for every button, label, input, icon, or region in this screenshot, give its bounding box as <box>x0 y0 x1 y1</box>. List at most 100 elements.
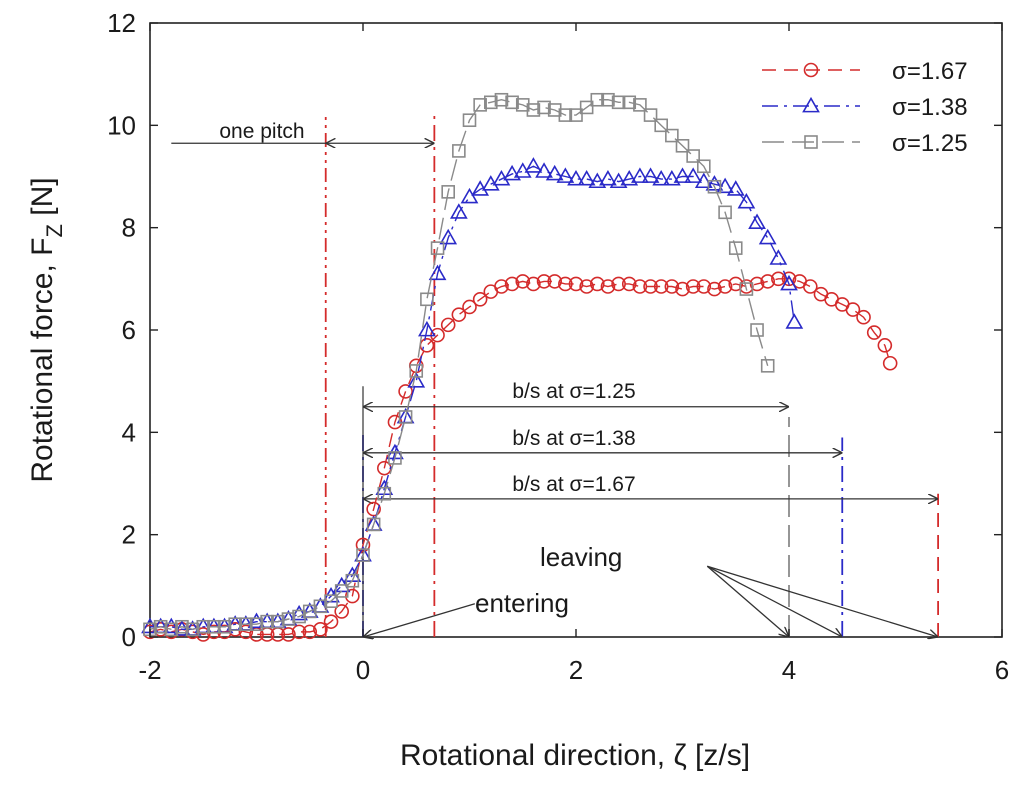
data-point <box>643 108 658 122</box>
x-tick-label: 4 <box>782 655 796 685</box>
data-point <box>504 276 520 292</box>
leaving-arrow <box>707 565 938 637</box>
data-point <box>760 359 775 373</box>
data-point <box>728 276 744 292</box>
data-point <box>449 203 468 219</box>
data-point <box>439 228 458 245</box>
data-point <box>684 167 703 183</box>
data-point <box>503 164 521 181</box>
data-point <box>609 172 628 189</box>
data-point <box>579 100 594 115</box>
data-point <box>524 157 543 173</box>
data-point <box>785 313 804 329</box>
data-point <box>739 282 754 296</box>
data-point <box>334 584 349 598</box>
data-point <box>162 617 181 634</box>
data-point <box>292 609 306 624</box>
data-point <box>217 619 232 634</box>
data-point <box>579 279 594 294</box>
data-point <box>153 619 168 634</box>
data-point <box>492 169 511 186</box>
series-line <box>150 165 796 631</box>
data-point <box>653 279 669 294</box>
data-point <box>631 167 649 183</box>
data-point <box>856 309 871 325</box>
data-point <box>290 604 308 621</box>
data-point <box>758 228 777 245</box>
data-point <box>270 614 285 629</box>
data-point <box>750 323 764 337</box>
span-label-sigma-1-25: b/s at σ=1.25 <box>512 380 635 403</box>
data-point <box>802 279 818 294</box>
data-point <box>686 149 700 163</box>
data-point <box>641 167 660 183</box>
data-point <box>728 241 743 255</box>
data-point <box>622 95 637 110</box>
data-point <box>239 617 253 632</box>
data-point <box>460 187 479 204</box>
data-point <box>600 279 616 294</box>
data-point <box>675 139 690 153</box>
data-point <box>643 279 658 294</box>
data-point <box>769 249 788 265</box>
data-point <box>419 338 435 353</box>
data-point <box>696 159 711 174</box>
data-point <box>547 103 562 117</box>
data-point <box>428 264 447 281</box>
data-point <box>845 302 861 317</box>
data-point <box>611 95 626 110</box>
data-point <box>675 281 690 297</box>
data-point <box>558 276 573 292</box>
x-tick-label: 0 <box>356 655 370 685</box>
data-point <box>664 279 680 294</box>
data-point <box>589 276 605 292</box>
data-point <box>462 299 477 315</box>
y-tick-label: 10 <box>107 110 136 140</box>
y-axis-title-subscript: Z <box>42 224 67 237</box>
data-point <box>866 325 882 340</box>
data-point <box>388 451 402 465</box>
data-point <box>173 620 191 636</box>
data-point <box>556 167 575 183</box>
data-point <box>366 517 381 532</box>
data-point <box>494 279 509 294</box>
data-point <box>260 614 274 629</box>
data-point <box>882 355 898 371</box>
data-point <box>323 614 339 629</box>
data-point <box>877 338 893 353</box>
data-point <box>377 486 392 501</box>
data-point <box>207 619 221 634</box>
data-point <box>632 279 648 294</box>
data-point <box>760 274 776 289</box>
legend-label: σ=1.67 <box>892 58 968 85</box>
data-point <box>633 98 647 112</box>
data-point <box>238 624 254 640</box>
data-point <box>345 588 360 604</box>
data-point <box>685 279 701 294</box>
data-point <box>440 317 456 333</box>
leaving-label: leaving <box>540 542 622 572</box>
data-point <box>620 169 639 186</box>
data-point <box>418 320 436 337</box>
one-pitch-label: one pitch <box>219 120 304 143</box>
data-point <box>705 175 724 191</box>
y-axis-title-space <box>26 216 59 224</box>
series-square <box>143 92 775 637</box>
data-point <box>472 291 488 307</box>
data-point <box>398 384 413 399</box>
data-point <box>771 271 786 287</box>
data-point <box>281 612 296 626</box>
data-point <box>196 619 211 634</box>
data-point <box>398 410 413 424</box>
data-point <box>526 276 541 292</box>
span-label-sigma-1-38: b/s at σ=1.38 <box>512 427 635 450</box>
series-line <box>149 99 769 631</box>
data-point <box>611 276 626 292</box>
data-point <box>324 594 338 608</box>
leaving-arrow <box>706 565 842 637</box>
data-point <box>494 92 509 107</box>
data-point <box>452 144 466 158</box>
data-point <box>718 205 732 220</box>
data-point <box>409 364 424 378</box>
